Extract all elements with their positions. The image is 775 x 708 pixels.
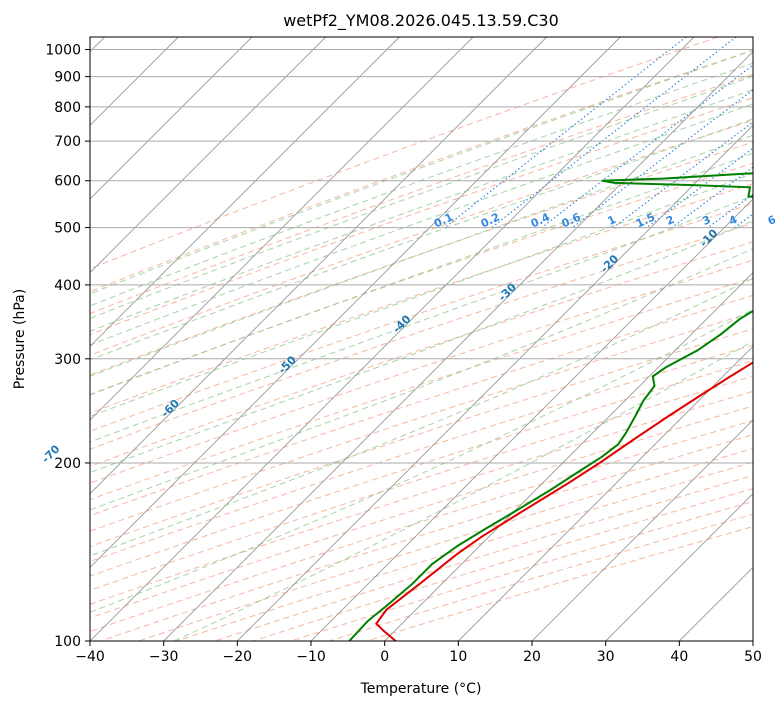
dry-adiabat: [90, 311, 753, 532]
dry-adiabat: [90, 277, 753, 501]
moist-adiabat: [90, 220, 753, 474]
x-tick-label: 40: [670, 649, 688, 665]
isotherm-line: [310, 198, 753, 641]
moist-adiabat: [90, 247, 753, 511]
dry-adiabat: [90, 259, 753, 484]
moist-adiabat: [90, 152, 753, 396]
isotherm-line: [237, 124, 753, 641]
y-tick-label: 1000: [45, 43, 81, 59]
moist-adiabat: [90, 195, 753, 443]
x-tick-label: 10: [449, 649, 467, 665]
x-tick-label: 50: [744, 649, 762, 665]
y-tick-label: 800: [54, 100, 81, 116]
isotherm-line: [90, 37, 695, 641]
x-axis-label: Temperature (°C): [360, 681, 482, 697]
dry-adiabat: [90, 49, 753, 293]
grid-lines: [90, 37, 753, 641]
dry-adiabat: [90, 97, 753, 336]
x-tick-label: −10: [296, 649, 326, 665]
isotherm-line: [90, 37, 474, 421]
y-tick-label: 400: [54, 278, 81, 294]
y-axis-label: Pressure (hPa): [12, 289, 28, 389]
x-tick-label: 30: [597, 649, 615, 665]
moist-adiabat: [90, 75, 753, 319]
dry-adiabat: [90, 73, 753, 315]
y-tick-label: 200: [54, 456, 81, 472]
isotherm-line: [90, 37, 621, 568]
isotherm-line: [90, 37, 253, 200]
dry-adiabat: [90, 183, 753, 414]
mixing-ratio-line: [541, 64, 753, 229]
isotherm-line: [531, 419, 753, 641]
y-tick-label: 100: [54, 634, 81, 650]
isotherm-line: [90, 37, 326, 274]
dry-adiabat: [90, 141, 753, 376]
mixing-ratio-label: 6: [766, 213, 775, 228]
y-tick-label: 600: [54, 174, 81, 190]
x-tick-label: −30: [149, 649, 179, 665]
x-tick-label: −20: [223, 649, 253, 665]
x-tick-label: 0: [380, 649, 389, 665]
x-tick-label: 20: [523, 649, 541, 665]
y-tick-label: 900: [54, 70, 81, 86]
moist-adiabat: [90, 118, 753, 361]
moist-adiabat: [90, 89, 753, 332]
dewpoint-profile-line: [348, 172, 753, 641]
isotherm-line: [90, 37, 400, 347]
y-tick-label: 500: [54, 221, 81, 237]
isotherm-line: [90, 37, 547, 495]
isotherm-line: [605, 493, 753, 641]
y-axis: 1000 900 800 700 600 500 400 300 200 100: [45, 43, 90, 650]
dry-adiabat: [90, 328, 753, 548]
moist-adiabat: [90, 277, 753, 557]
dry-adiabat: [90, 222, 753, 450]
moist-adiabat: [90, 172, 753, 418]
y-tick-label: 300: [54, 352, 81, 368]
x-tick-label: −40: [75, 649, 105, 665]
dry-adiabat: [90, 390, 753, 605]
series-lines: [348, 172, 753, 641]
x-axis: −40 −30 −20 −10 0 10 20 30 40 50: [75, 641, 762, 665]
isotherm-line: [163, 51, 753, 641]
chart-title: wetPf2_YM08.2026.045.13.59.C30: [283, 11, 559, 31]
mixing-ratio-line: [671, 166, 753, 229]
dry-adiabat: [90, 162, 753, 395]
dry-adiabat: [90, 360, 753, 577]
temperature-profile-line: [374, 361, 753, 641]
isotherm-line: [384, 272, 753, 641]
mixing-ratio-line: [572, 89, 753, 229]
plot-frame: [89, 36, 754, 642]
y-tick-label: 700: [54, 134, 81, 150]
isotherm-line: [458, 345, 753, 641]
